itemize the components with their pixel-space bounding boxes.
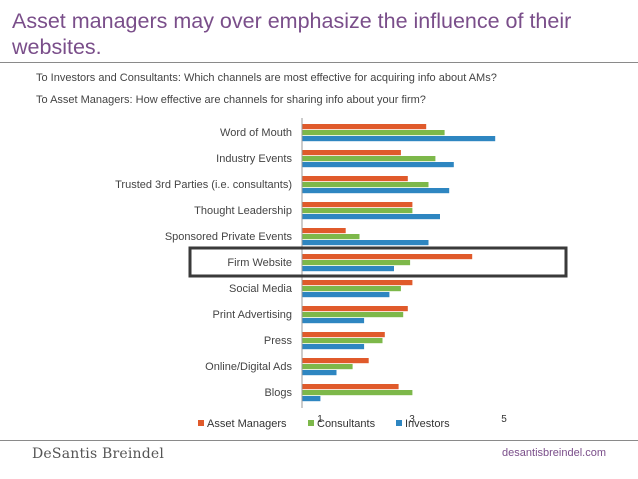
bar-consultants [302,130,445,136]
company-logo: DeSantis Breindel [32,446,165,462]
bar-investors [302,240,429,246]
bar-investors [302,188,450,194]
highlight-box-firm-website [188,246,568,278]
category-label: Blogs [264,387,292,399]
category-label: Social Media [229,283,293,295]
category-label: Word of Mouth [220,127,292,139]
bar-asset-managers [302,176,408,182]
bar-consultants [302,338,383,344]
bar-investors [302,318,365,324]
bar-consultants [302,156,436,162]
legend: Asset Managers Consultants Investors [198,418,450,430]
category-label: Print Advertising [213,309,292,321]
bar-consultants [302,312,404,318]
bar-consultants [302,182,429,188]
bar-chart: Word of Mouth Industry Events Trusted 3rd … [115,118,568,430]
x-tick-label: 1 [317,414,323,425]
bar-investors [302,344,365,350]
category-label: Thought Leadership [194,205,292,217]
bar-investors [302,136,496,142]
bar-asset-managers [302,358,369,364]
bar-consultants [302,364,353,370]
x-tick-labels: 1 3 5 [317,414,507,425]
category-label: Sponsored Private Events [165,231,293,243]
bar-investors [302,292,390,298]
category-label: Firm Website [227,257,292,269]
category-label: Press [264,335,293,347]
legend-swatch [198,420,204,426]
bar-asset-managers [302,254,473,260]
bar-investors [302,214,440,220]
page-title: Asset managers may over emphasize the in… [12,9,572,59]
x-tick-label: 5 [501,414,507,425]
bar-consultants [302,286,401,292]
bar-asset-managers [302,202,413,208]
question-investors: To Investors and Consultants: Which chan… [36,72,497,84]
legend-label: Investors [405,418,450,430]
bar-investors [302,370,337,376]
title-divider [0,62,638,63]
legend-label: Asset Managers [207,418,287,430]
legend-swatch [396,420,402,426]
chart-bars [302,124,496,402]
bar-asset-managers [302,332,385,338]
bar-investors [302,266,394,272]
category-label: Online/Digital Ads [205,361,292,373]
category-labels: Word of Mouth Industry Events Trusted 3rd … [115,127,293,399]
website-link[interactable]: desantisbreindel.com [502,447,606,459]
legend-swatch [308,420,314,426]
bar-consultants [302,208,413,214]
bar-asset-managers [302,384,399,390]
category-label: Trusted 3rd Parties (i.e. consultants) [115,179,292,191]
category-label: Industry Events [216,153,292,165]
bar-asset-managers [302,150,401,156]
bar-asset-managers [302,280,413,286]
bar-investors [302,396,321,402]
bar-investors [302,162,454,168]
bar-consultants [302,234,360,240]
question-asset-managers: To Asset Managers: How effective are cha… [36,94,426,106]
bar-consultants [302,390,413,396]
bar-asset-managers [302,228,346,234]
x-tick-label: 3 [409,414,415,425]
bar-consultants [302,260,411,266]
bar-asset-managers [302,306,408,312]
legend-label: Consultants [317,418,376,430]
footer-divider [0,440,638,441]
bar-asset-managers [302,124,427,130]
